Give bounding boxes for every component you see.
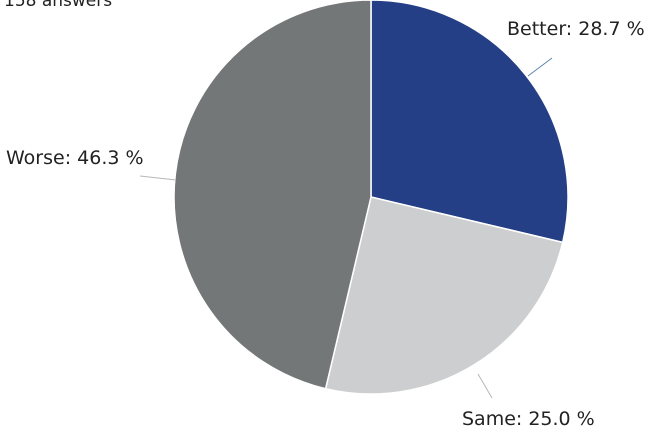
leader-line-same (477, 373, 493, 399)
slice-labels: Better: 28.7 % Same: 25.0 % Worse: 46.3 % (6, 18, 645, 430)
leader-line-better (527, 57, 553, 77)
slice-label-worse: Worse: 46.3 % (6, 147, 144, 169)
pie-slice-better (370, 0, 569, 244)
pie-slices (173, 0, 569, 395)
slice-label-same: Same: 25.0 % (462, 408, 595, 430)
slice-label-better: Better: 28.7 % (507, 18, 645, 40)
leader-line-worse (139, 175, 177, 181)
pie-slice-worse (173, 0, 372, 390)
caption-text: 158 answers (4, 0, 112, 11)
leader-lines (139, 57, 553, 399)
pie-slice-same (324, 196, 564, 395)
